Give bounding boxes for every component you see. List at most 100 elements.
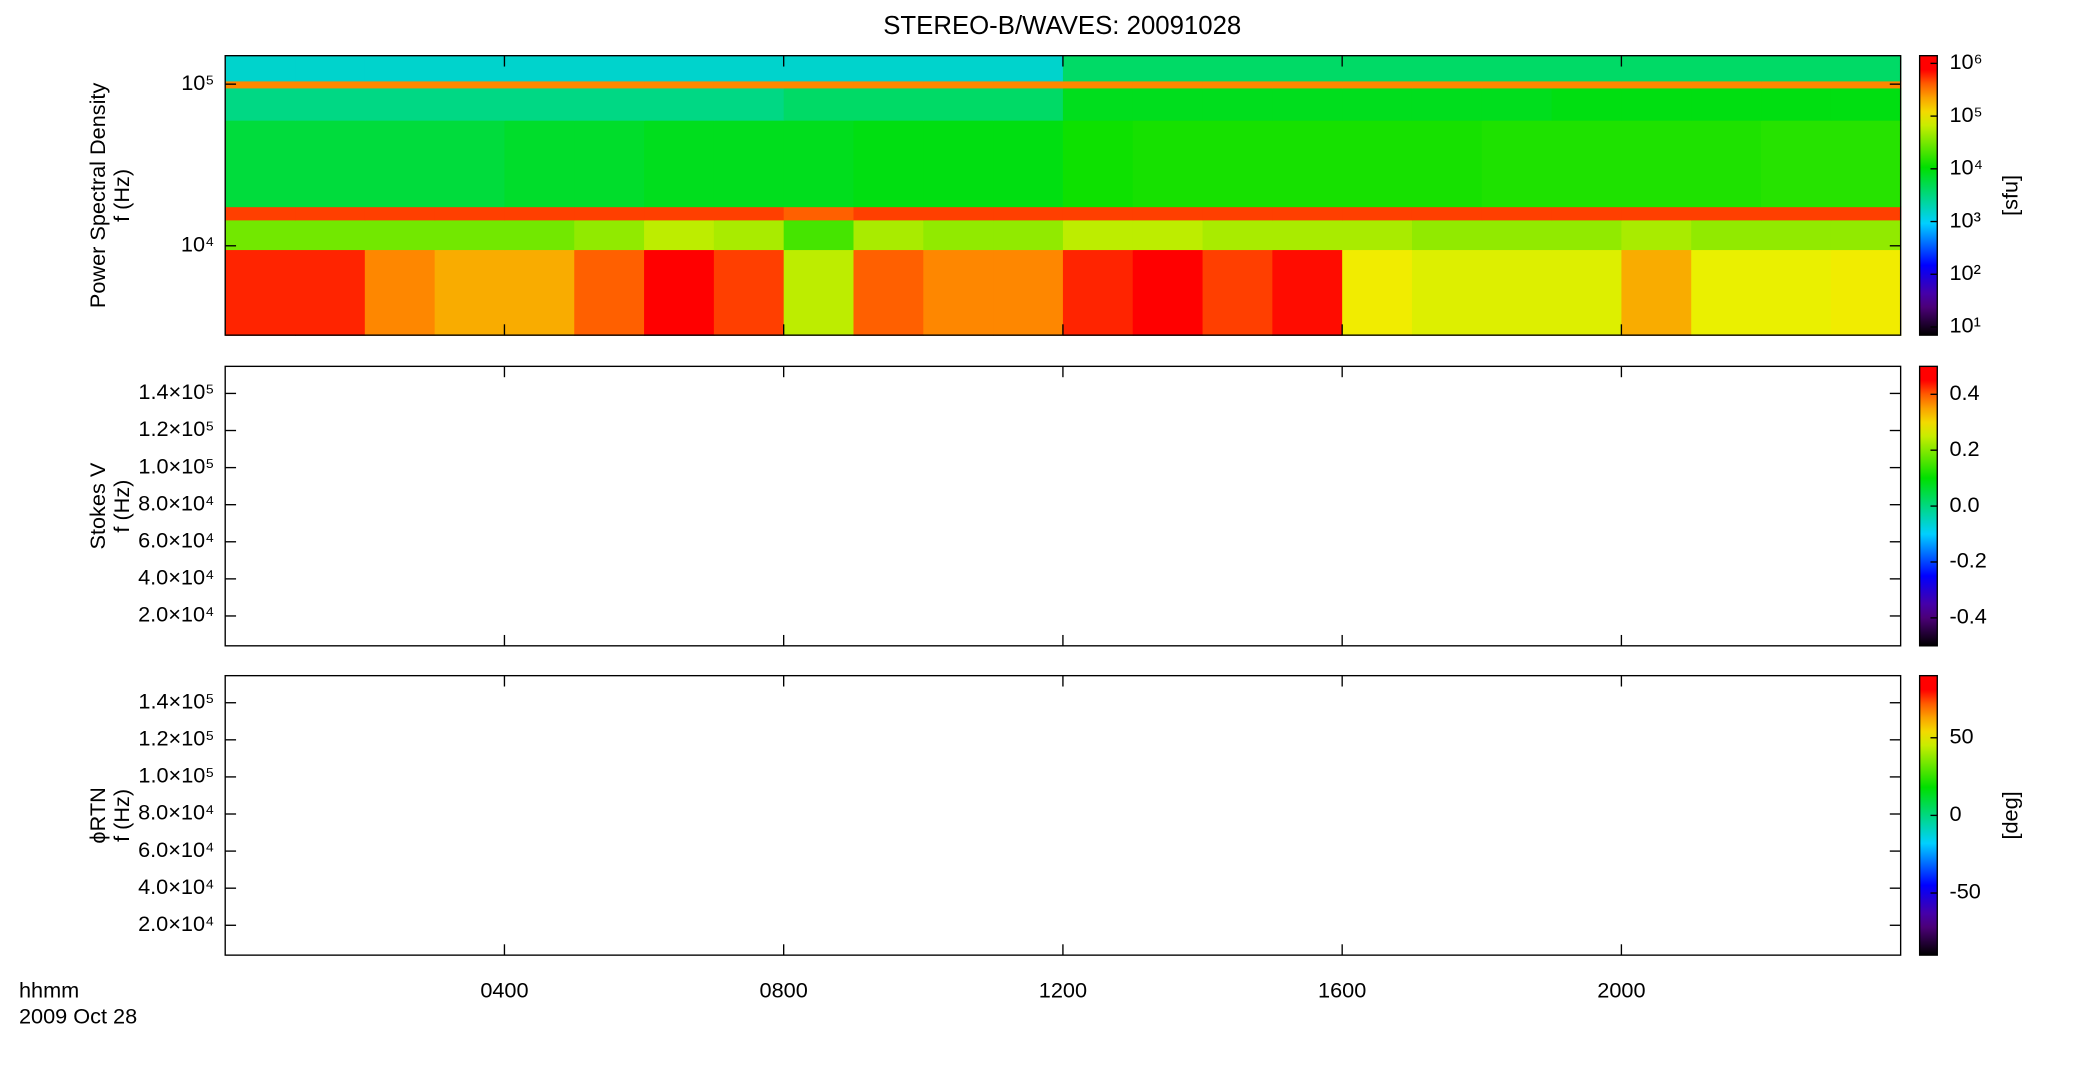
heatmap-cell [1551, 87, 1623, 121]
heatmap-cell [1691, 80, 1762, 89]
heatmap-cell [923, 55, 994, 82]
colorbar-tick-label: 10⁵ [1949, 102, 1982, 127]
y-axis-title: f (Hz) [109, 169, 134, 222]
heatmap-cell [1342, 80, 1413, 89]
colorbar [1918, 55, 1938, 336]
colorbar-tick-label: 10¹ [1949, 313, 1980, 338]
heatmap-cell [504, 120, 575, 208]
heatmap-cell [993, 120, 1064, 208]
heatmap-cell [434, 55, 506, 82]
heatmap-cell [713, 249, 785, 336]
heatmap-cell [1621, 249, 1692, 336]
colorbar-tick-label: 0.2 [1949, 436, 1979, 461]
colorbar-tick-label: 10⁶ [1949, 49, 1982, 74]
heatmap-cell [504, 249, 575, 336]
heatmap-cell [1132, 219, 1204, 251]
heatmap-cell [1062, 80, 1134, 89]
y-tick-label: 2.0×10⁴ [138, 911, 214, 936]
heatmap-cell [993, 80, 1064, 89]
heatmap-cell [1761, 55, 1832, 82]
heatmap-cell [1202, 249, 1274, 336]
heatmap-cell [1342, 249, 1413, 336]
y-axis-title: Stokes V [85, 462, 110, 549]
y-tick-label: 8.0×10⁴ [138, 800, 214, 825]
heatmap-cell [1132, 87, 1204, 121]
heatmap-cell [1342, 120, 1413, 208]
heatmap-cell [713, 120, 785, 208]
heatmap-cell [1272, 120, 1343, 208]
x-axis-title: hhmm [19, 977, 79, 1002]
heatmap-cell [295, 120, 366, 208]
heatmap-cell [1272, 87, 1343, 121]
heatmap-cell [1202, 219, 1274, 251]
heatmap-cell [1272, 80, 1343, 89]
heatmap-cell [713, 206, 785, 221]
heatmap-cell [1062, 206, 1134, 221]
heatmap-cell [1411, 206, 1483, 221]
heatmap-cell [1830, 120, 1902, 208]
heatmap-cell [783, 120, 855, 208]
heatmap-cell [923, 120, 994, 208]
heatmap-cell [1830, 206, 1902, 221]
chart-title: STEREO-B/WAVES: 20091028 [883, 12, 1241, 40]
heatmap-cell [1481, 80, 1553, 89]
heatmap-cell [853, 55, 924, 82]
colorbar-label: [deg] [1998, 791, 2023, 839]
heatmap-cell [1411, 55, 1483, 82]
colorbar-label: [sfu] [1998, 175, 2023, 216]
heatmap-cell [225, 249, 296, 336]
heatmap-cell [1342, 206, 1413, 221]
heatmap-cell [713, 219, 785, 251]
heatmap-cell [713, 87, 785, 121]
heatmap-cell [1342, 87, 1413, 121]
colorbar-tick-label: 10⁴ [1949, 155, 1982, 180]
heatmap-cell [1761, 219, 1832, 251]
colorbar-tick-label: -0.4 [1949, 604, 1986, 629]
x-tick-label: 1200 [1039, 977, 1087, 1002]
heatmap-cell [644, 120, 715, 208]
heatmap-cell [644, 206, 715, 221]
heatmap-cell [1830, 87, 1902, 121]
heatmap-cell [1830, 219, 1902, 251]
heatmap-cell [364, 206, 436, 221]
y-tick-label: 10⁴ [181, 232, 214, 257]
heatmap-cell [1132, 206, 1204, 221]
y-tick-label: 1.2×10⁵ [138, 416, 214, 441]
heatmap-cell [434, 219, 506, 251]
heatmap-cell [1272, 55, 1343, 82]
y-tick-label: 1.4×10⁵ [138, 379, 214, 404]
heatmap-cell [644, 87, 715, 121]
heatmap-cell [644, 80, 715, 89]
heatmap-cell [853, 120, 924, 208]
heatmap-cell [923, 80, 994, 89]
colorbar-tick-label: 50 [1949, 724, 1973, 749]
heatmap-cell [574, 206, 645, 221]
heatmap-cell [1481, 87, 1553, 121]
heatmap-cell [993, 206, 1064, 221]
heatmap-cell [295, 249, 366, 336]
heatmap-cell [1551, 219, 1623, 251]
heatmap-cell [713, 80, 785, 89]
heatmap-cell [225, 206, 296, 221]
heatmap-cell [783, 206, 855, 221]
heatmap-cell [1342, 219, 1413, 251]
heatmap-cell [1481, 219, 1553, 251]
colorbar-tick-label: -0.2 [1949, 548, 1986, 573]
heatmap-cell [923, 219, 994, 251]
y-tick-label: 1.0×10⁵ [138, 763, 214, 788]
heatmap-cell [225, 219, 296, 251]
colorbar-tick-label: 10³ [1949, 207, 1980, 232]
y-axis-title: f (Hz) [109, 789, 134, 842]
heatmap-cell [1761, 206, 1832, 221]
heatmap-cell [434, 120, 506, 208]
y-tick-label: 1.0×10⁵ [138, 453, 214, 478]
heatmap-cell [1551, 55, 1623, 82]
heatmap-cell [504, 55, 575, 82]
heatmap-cell [644, 219, 715, 251]
heatmap-cell [504, 206, 575, 221]
heatmap-cell [1132, 55, 1204, 82]
heatmap-cell [1691, 206, 1762, 221]
plot-frame [224, 674, 1902, 956]
heatmap-cell [1202, 120, 1274, 208]
